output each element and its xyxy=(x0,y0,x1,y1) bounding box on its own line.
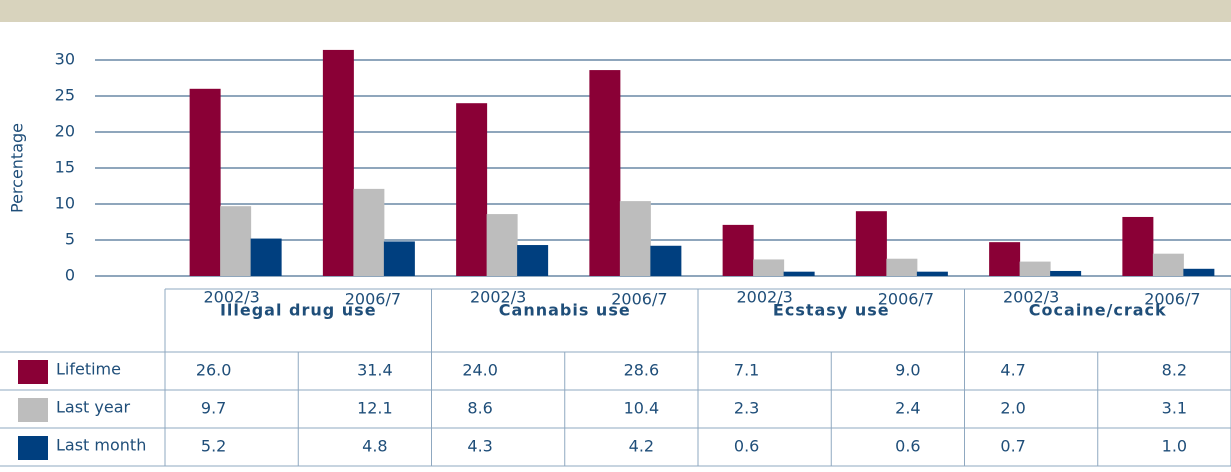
bar xyxy=(1050,270,1082,276)
table-value: 10.4 xyxy=(624,399,660,418)
bar xyxy=(353,188,385,276)
y-tick-label: 20 xyxy=(55,122,75,141)
bar xyxy=(886,258,918,276)
table-value: 8.6 xyxy=(467,399,492,418)
bar xyxy=(486,214,518,276)
bar xyxy=(322,49,354,276)
table-value: 28.6 xyxy=(624,361,660,380)
group-header: Cannabis use xyxy=(499,301,631,320)
group-header: Cocaine/crack xyxy=(1029,301,1167,320)
y-tick-label: 10 xyxy=(55,194,75,213)
table-value: 0.6 xyxy=(895,437,920,456)
bar xyxy=(189,88,221,276)
bar xyxy=(783,271,815,276)
table-value: 8.2 xyxy=(1162,361,1187,380)
table-value: 31.4 xyxy=(357,361,393,380)
x-tick-label: 2002/3 xyxy=(470,288,526,307)
bar xyxy=(1019,261,1051,276)
group-header: Ecstasy use xyxy=(773,301,890,320)
bar xyxy=(517,245,549,276)
y-tick-label: 15 xyxy=(55,158,75,177)
top-band xyxy=(0,0,1231,22)
bar xyxy=(220,206,252,276)
y-axis-label: Percentage xyxy=(8,123,27,213)
group-header: Illegal drug use xyxy=(220,301,377,320)
x-tick-label: 2006/7 xyxy=(1144,290,1200,309)
table-value: 0.6 xyxy=(734,437,759,456)
x-tick-label: 2006/7 xyxy=(878,290,934,309)
x-tick-label: 2002/3 xyxy=(736,288,792,307)
bar xyxy=(753,259,785,276)
legend-swatch xyxy=(18,360,48,384)
legend-swatch xyxy=(18,436,48,460)
y-tick-label: 30 xyxy=(55,50,75,69)
legend-label: Lifetime xyxy=(56,360,121,379)
table-value: 26.0 xyxy=(196,361,232,380)
table-value: 1.0 xyxy=(1162,437,1187,456)
table-value: 0.7 xyxy=(1000,437,1025,456)
bar xyxy=(619,201,651,276)
table-value: 3.1 xyxy=(1162,399,1187,418)
bar xyxy=(589,70,621,276)
y-tick-label: 5 xyxy=(65,230,75,249)
table-value: 4.2 xyxy=(629,437,654,456)
bar xyxy=(456,103,488,276)
bar xyxy=(989,242,1021,276)
bar xyxy=(650,245,682,276)
table-value: 4.3 xyxy=(467,437,492,456)
table-value: 5.2 xyxy=(201,437,226,456)
legend-label: Last year xyxy=(56,398,131,417)
bar xyxy=(722,224,754,276)
bar xyxy=(1183,268,1215,276)
bar xyxy=(1152,253,1184,276)
x-tick-label: 2006/7 xyxy=(611,290,667,309)
bar xyxy=(383,241,415,276)
table-value: 4.7 xyxy=(1000,361,1025,380)
table-value: 2.3 xyxy=(734,399,759,418)
y-tick-label: 25 xyxy=(55,86,75,105)
x-tick-label: 2002/3 xyxy=(1003,288,1059,307)
table-value: 12.1 xyxy=(357,399,393,418)
y-tick-label: 0 xyxy=(65,266,75,285)
legend-swatch xyxy=(18,398,48,422)
table-value: 9.0 xyxy=(895,361,920,380)
table-value: 9.7 xyxy=(201,399,226,418)
x-tick-label: 2006/7 xyxy=(345,290,401,309)
legend-label: Last month xyxy=(56,436,146,455)
table-value: 24.0 xyxy=(462,361,498,380)
table-value: 4.8 xyxy=(362,437,387,456)
bar xyxy=(916,271,948,276)
table-value: 2.0 xyxy=(1000,399,1025,418)
bar xyxy=(1122,216,1154,276)
bar xyxy=(250,238,282,276)
x-tick-label: 2002/3 xyxy=(203,288,259,307)
bar xyxy=(855,211,887,276)
table-value: 7.1 xyxy=(734,361,759,380)
table-value: 2.4 xyxy=(895,399,920,418)
